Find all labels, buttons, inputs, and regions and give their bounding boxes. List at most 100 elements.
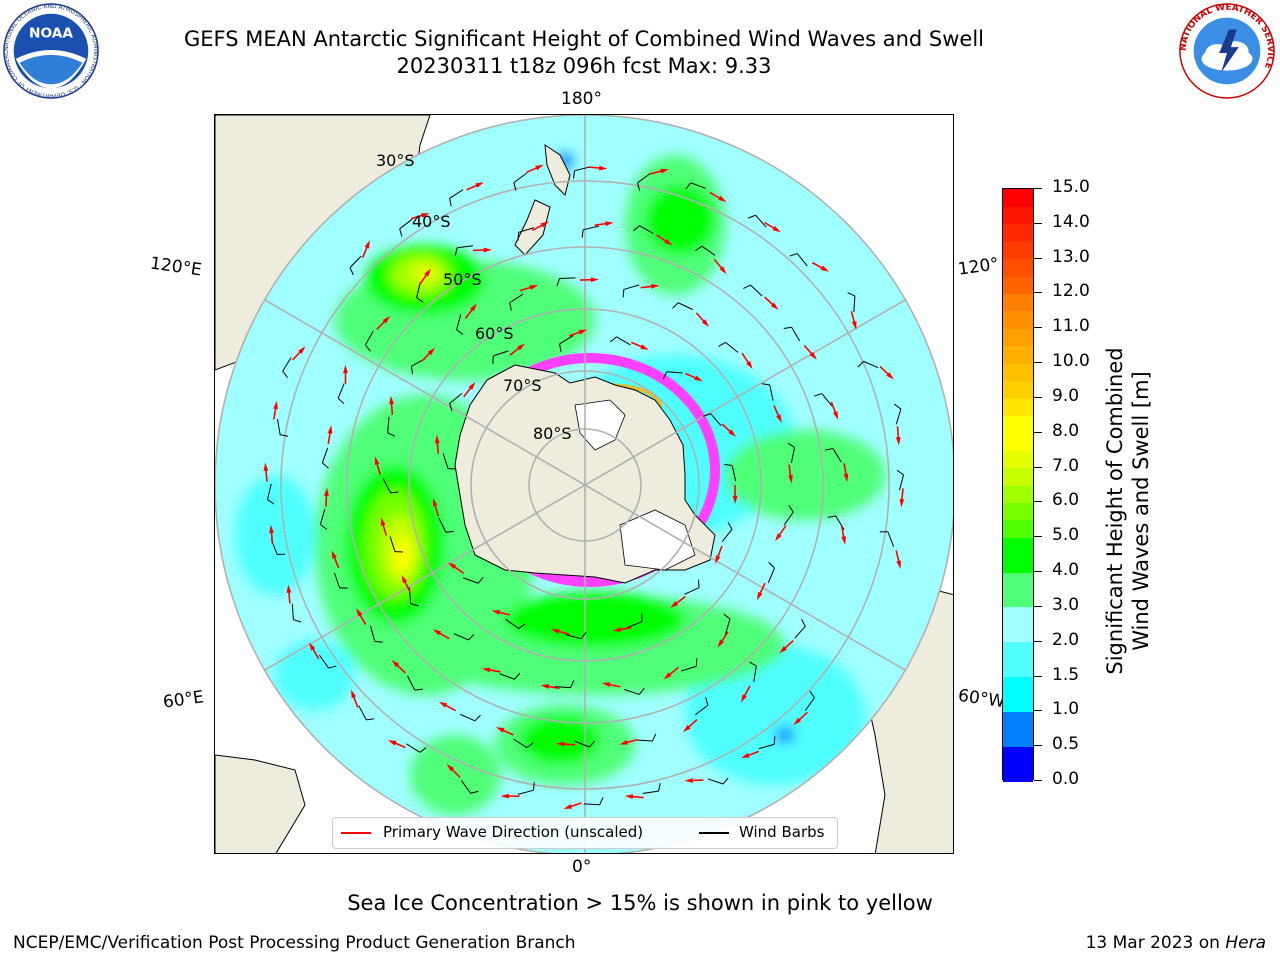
colorbar-title: Significant Height of Combined Wind Wave… — [1102, 301, 1154, 721]
colorbar-band — [1003, 206, 1033, 225]
wave-direction-arrow — [663, 666, 679, 680]
wind-barb — [574, 740, 596, 748]
wind-barb — [623, 687, 645, 695]
lon-label-60e: 60°E — [161, 687, 206, 713]
colorbar-tick-mark — [1034, 222, 1042, 224]
wind-barb — [453, 633, 475, 641]
lon-label-0: 0° — [572, 857, 592, 877]
colorbar-band — [1003, 380, 1033, 399]
wind-barb — [695, 245, 716, 256]
wave-direction-arrow — [464, 303, 477, 319]
wave-direction-arrow — [895, 426, 901, 446]
noaa-logo: NOAA NATIONAL OCEANIC AND ATMOSPHERIC AD… — [2, 2, 99, 99]
chart-title: GEFS MEAN Antarctic Significant Height o… — [183, 27, 985, 51]
wave-direction-arrow — [432, 497, 440, 517]
colorbar-tick-mark — [1034, 536, 1042, 538]
wind-barb — [685, 182, 707, 190]
wave-direction-arrow — [793, 711, 808, 726]
colorbar-band — [1003, 345, 1033, 364]
lat-label-60s: 60°S — [475, 324, 514, 343]
wind-barb — [672, 302, 693, 310]
colorbar-tick-label: 2.0 — [1052, 629, 1080, 650]
wave-direction-arrow — [466, 182, 484, 191]
colorbar-tick-label: 1.0 — [1052, 699, 1080, 720]
lon-label-120w: 120° — [956, 254, 1001, 280]
wind-barb — [406, 675, 423, 691]
wave-direction-legend-label: Primary Wave Direction (unscaled) — [383, 823, 644, 841]
colorbar-tick-mark — [1034, 605, 1042, 607]
wind-barb — [583, 797, 604, 806]
wind-barb — [636, 733, 657, 742]
wind-barb — [399, 218, 413, 237]
wind-barbs — [266, 166, 905, 806]
map-panel — [214, 114, 954, 854]
wave-direction-arrow — [756, 582, 766, 601]
graticule — [215, 115, 953, 853]
footer-date-text: 13 Mar 2023 on — [1085, 933, 1220, 953]
colorbar-tick-label: 8.0 — [1052, 420, 1080, 441]
wind-barb — [680, 658, 698, 672]
colorbar-tick-mark — [1034, 780, 1042, 781]
colorbar-tick-mark — [1034, 466, 1042, 468]
wind-barb — [622, 284, 640, 298]
wind-barb — [509, 293, 524, 311]
wind-barb — [559, 335, 574, 352]
wave-direction-arrow — [619, 738, 638, 745]
colorbar-band — [1003, 189, 1033, 207]
wind-barb — [276, 418, 289, 437]
colorbar-tick-label: 0.0 — [1052, 769, 1080, 789]
wind-barb-legend-label: Wind Barbs — [739, 823, 825, 841]
colorbar-tick-label: 4.0 — [1052, 560, 1080, 581]
wave-direction-arrow — [682, 718, 698, 733]
lat-label-50s: 50°S — [443, 270, 482, 289]
colorbar-band — [1003, 502, 1033, 521]
wave-direction-arrow — [463, 381, 476, 398]
wave-direction-arrow — [343, 364, 348, 384]
wave-direction-arrow — [401, 574, 411, 593]
colorbar-tick-label: 12.0 — [1052, 281, 1090, 302]
wave-direction-arrow — [419, 268, 431, 285]
wind-barb — [894, 403, 902, 425]
colorbar-band — [1003, 328, 1033, 347]
wave-direction-arrow — [601, 682, 621, 688]
colorbar-band — [1003, 711, 1033, 747]
wind-barb — [694, 697, 709, 716]
colorbar-tick-mark — [1034, 257, 1042, 259]
wave-direction-arrow — [309, 642, 320, 660]
wind-barb — [505, 618, 526, 629]
wave-direction-arrow — [895, 550, 901, 569]
colorbar-band — [1003, 293, 1033, 312]
wind-barb — [825, 448, 842, 463]
colorbar-tick-label: 13.0 — [1052, 246, 1090, 267]
wave-direction-arrow — [811, 261, 830, 272]
wind-barb — [847, 292, 856, 312]
wind-barb — [358, 705, 375, 721]
wave-direction-arrow — [579, 277, 599, 283]
colorbar-tick-mark — [1034, 396, 1042, 398]
wind-barb — [707, 777, 729, 785]
wind-barb — [442, 453, 456, 470]
wave-direction-arrow — [764, 296, 779, 310]
wind-barb — [573, 166, 591, 179]
colorbar-tick-label: 3.0 — [1052, 594, 1080, 615]
wind-barb — [703, 413, 722, 427]
wind-barb — [499, 672, 521, 680]
wave-direction-arrow — [741, 750, 760, 759]
wave-direction-arrow — [788, 464, 793, 484]
wave-direction-arrow — [434, 434, 440, 454]
wind-barb — [364, 330, 374, 352]
wind-barb — [438, 517, 454, 533]
colorbar-tick-label: 10.0 — [1052, 351, 1090, 372]
colorbar-tick-mark — [1034, 188, 1042, 189]
colorbar-tick-mark — [1034, 362, 1042, 364]
wave-direction-arrow — [391, 659, 406, 674]
wave-direction-arrow — [684, 778, 704, 783]
wave-direction-arrow — [374, 456, 382, 475]
wind-barb — [291, 603, 302, 623]
wave-direction-arrow — [879, 365, 894, 380]
wind-barb — [747, 214, 767, 228]
wave-direction-arrow — [843, 463, 849, 483]
wave-direction-arrow — [351, 689, 359, 708]
wind-barb — [767, 562, 775, 583]
colorbar-tick-label: 1.5 — [1052, 664, 1080, 685]
